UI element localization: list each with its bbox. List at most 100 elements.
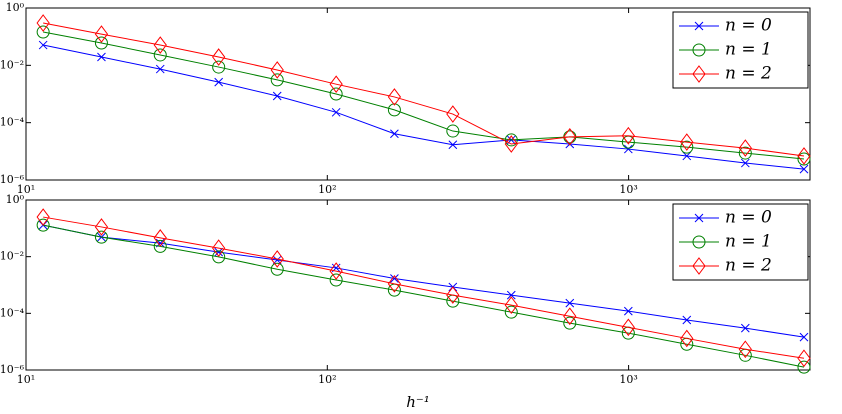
marker [504,296,518,314]
y-tick-label: 10⁻⁴ [0,116,25,129]
marker [738,340,752,359]
marker [212,48,226,66]
series-line [43,224,805,338]
marker [446,124,460,138]
y-tick-label: 10⁰ [6,193,25,206]
axes-box [25,7,811,181]
marker [36,25,50,39]
marker [329,87,343,101]
x-axis-label: h⁻¹ [406,393,430,411]
series-line [43,31,805,160]
marker [94,230,108,244]
marker [387,88,402,106]
series-line [43,224,805,368]
marker [329,273,343,287]
y-tick-label: 10⁰ [6,1,25,14]
marker [270,262,284,276]
marker [94,25,109,43]
marker [621,318,635,337]
marker [799,332,809,342]
marker [563,307,577,326]
x-tick-label: 10³ [619,373,637,386]
marker [623,144,633,154]
marker [153,36,167,54]
y-tick-label: 10⁻⁴ [0,306,25,319]
legend-marker [694,213,704,223]
marker [682,315,692,325]
marker [153,229,167,247]
marker [797,152,811,166]
marker [506,290,516,300]
legend-label: n = 1 [725,40,772,60]
marker [329,75,343,94]
legend-label: n = 0 [725,208,772,228]
y-tick-label: 10⁻² [0,58,24,71]
marker [153,239,167,253]
marker [680,140,694,154]
marker [36,208,50,226]
y-tick-label: 10⁻⁶ [0,173,25,186]
series-line [43,216,805,359]
marker [740,158,750,168]
marker [504,133,518,147]
marker [153,48,167,62]
marker [36,14,50,32]
marker [680,329,694,348]
marker [797,349,811,368]
marker [270,61,284,79]
legend-marker [692,65,706,83]
x-tick-label: 10² [318,183,336,196]
marker [740,323,750,333]
marker [94,218,109,236]
legend-label: n = 0 [725,16,772,36]
marker [38,40,48,50]
series-line [43,44,805,170]
marker [797,360,811,374]
marker [623,306,633,316]
marker [446,105,460,123]
marker [504,135,518,153]
y-tick-label: 10⁻⁶ [0,363,25,376]
marker [738,139,752,157]
x-tick-label: 10¹ [17,373,35,386]
marker [799,164,809,174]
marker [390,129,399,139]
legend-label: n = 2 [725,64,772,84]
marker [270,73,284,87]
marker [563,316,577,330]
marker [621,126,635,145]
marker [797,147,811,165]
series-line [43,22,805,157]
marker [387,103,401,117]
marker [212,239,226,257]
marker [214,247,224,257]
legend-marker [692,257,706,275]
marker [682,151,692,161]
axes-box [25,199,811,371]
y-tick-label: 10⁻² [0,250,24,263]
legend-marker [694,21,704,31]
marker [94,36,108,50]
marker [212,60,226,74]
marker [448,140,458,150]
marker [387,274,402,293]
marker [390,274,399,283]
legend-label: n = 1 [725,232,772,252]
x-tick-label: 10¹ [17,183,35,196]
marker [563,128,577,146]
marker [504,305,518,319]
marker [155,64,165,74]
marker [97,52,106,62]
marker [446,286,460,304]
marker [214,77,224,87]
x-tick-label: 10² [318,373,336,386]
marker [272,91,282,101]
legend-marker [692,235,706,249]
marker [36,218,50,232]
marker [331,107,341,117]
legend-marker [692,43,706,57]
marker [738,146,752,160]
marker [212,250,226,264]
